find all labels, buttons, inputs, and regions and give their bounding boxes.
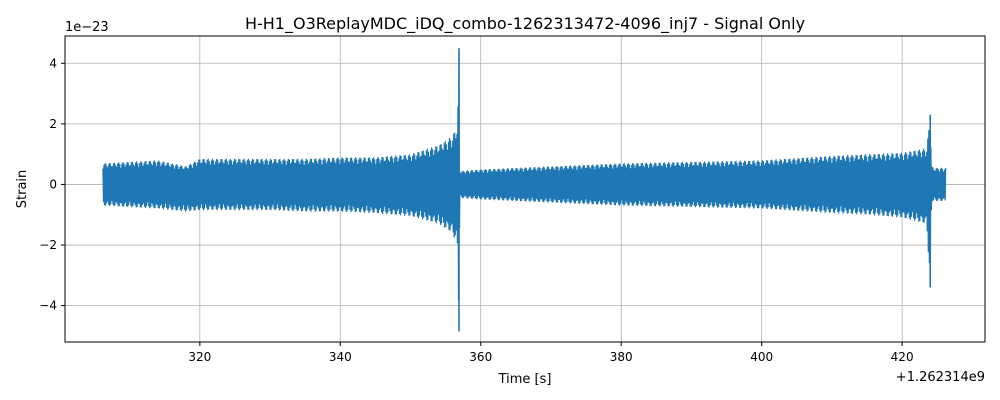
plot-area-frame bbox=[64, 35, 986, 343]
x-offset-label: +1.262314e9 bbox=[896, 370, 985, 385]
x-tick-label: 340 bbox=[329, 350, 352, 364]
y-tick-label: 2 bbox=[49, 117, 57, 131]
x-tick-label: 400 bbox=[750, 350, 773, 364]
x-tick-label: 420 bbox=[891, 350, 914, 364]
series-strain bbox=[102, 48, 947, 332]
x-tick-label: 320 bbox=[188, 350, 211, 364]
y-tick-label: −4 bbox=[39, 299, 57, 313]
y-tick-label: −2 bbox=[39, 238, 57, 252]
y-axis-label: Strain bbox=[15, 170, 30, 209]
x-axis-ticks: 320 340 360 380 400 420 bbox=[188, 342, 914, 364]
y-axis-ticks: −4 −2 0 2 4 bbox=[39, 56, 65, 313]
y-scale-label: 1e−23 bbox=[65, 20, 109, 35]
y-tick-label: 4 bbox=[49, 56, 57, 70]
strain-signal-line bbox=[102, 50, 947, 301]
y-tick-label: 0 bbox=[49, 177, 57, 191]
x-tick-label: 380 bbox=[610, 350, 633, 364]
x-axis-label: Time [s] bbox=[498, 372, 552, 387]
x-tick-label: 360 bbox=[469, 350, 492, 364]
chart-title: H-H1_O3ReplayMDC_iDQ_combo-1262313472-40… bbox=[245, 14, 805, 34]
